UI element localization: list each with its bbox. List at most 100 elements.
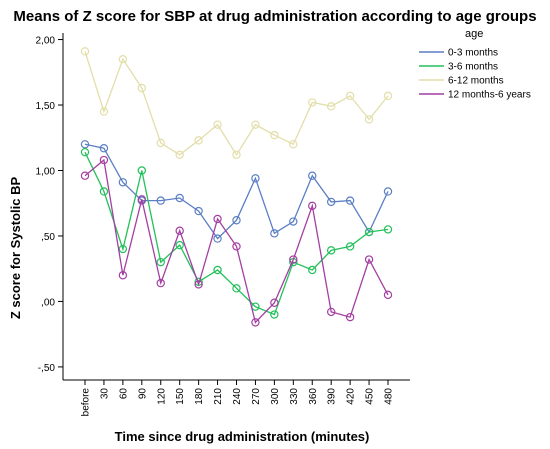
x-tick-label: before — [81, 388, 92, 417]
data-point — [383, 225, 393, 234]
data-point — [251, 120, 260, 129]
data-point — [118, 271, 128, 280]
data-point — [289, 140, 298, 149]
data-point — [383, 187, 393, 196]
data-point — [326, 246, 336, 255]
x-tick-label: 390 — [327, 388, 338, 405]
data-point — [156, 278, 165, 288]
data-point — [289, 255, 298, 264]
data-point — [270, 229, 279, 238]
data-point — [251, 318, 260, 327]
data-point — [99, 107, 109, 116]
data-point — [232, 216, 241, 225]
legend: age 0-3 months 3-6 months 6-12 months 12 mo… — [419, 28, 531, 101]
y-tick-label: 1,50 — [36, 101, 56, 112]
data-point — [137, 83, 147, 93]
data-point — [232, 242, 241, 251]
y-axis-label: Z score for Systolic BP — [8, 177, 23, 320]
data-point — [308, 265, 317, 275]
x-tick-label: 60 — [118, 388, 129, 400]
data-point — [213, 120, 222, 129]
data-point — [175, 150, 184, 159]
x-tick-label: 480 — [384, 388, 395, 405]
data-point — [156, 257, 165, 267]
legend-entry: 3-6 months — [448, 62, 498, 73]
data-point — [270, 130, 279, 140]
y-tick-label: ,50 — [41, 232, 55, 243]
series-6-12-months — [80, 47, 393, 159]
legend-entry: 12 months-6 years — [448, 90, 531, 101]
series-line — [84, 151, 389, 316]
data-point — [194, 280, 203, 289]
data-point — [175, 226, 184, 235]
x-tick-label: 210 — [213, 388, 224, 405]
data-point — [156, 138, 165, 148]
x-tick-label: 120 — [156, 388, 167, 405]
data-point — [364, 115, 374, 124]
data-point — [175, 240, 184, 250]
data-point — [345, 242, 355, 251]
data-point — [326, 307, 336, 317]
data-point — [326, 197, 336, 207]
chart-title: Means of Z score for SBP at drug adminis… — [13, 8, 536, 25]
x-tick-label: 180 — [194, 388, 205, 405]
data-point — [137, 195, 147, 204]
data-point — [308, 171, 317, 180]
data-point — [80, 171, 90, 180]
data-point — [289, 217, 298, 226]
series-3-6-months — [80, 147, 393, 319]
legend-entry: 0-3 months — [448, 48, 498, 59]
series-12-months-6-years — [80, 155, 393, 327]
data-point — [345, 196, 355, 205]
legend-title: age — [465, 28, 483, 40]
data-point — [270, 298, 279, 307]
data-point — [364, 227, 374, 237]
data-point — [383, 91, 393, 101]
legend-entry: 6-12 months — [448, 76, 504, 87]
data-point — [345, 312, 355, 322]
data-point — [383, 290, 393, 300]
data-point — [364, 255, 374, 264]
x-tick-label: 360 — [308, 388, 319, 405]
data-point — [175, 193, 184, 203]
x-tick-label: 300 — [270, 388, 281, 405]
x-tick-label: 240 — [232, 388, 243, 405]
x-tick-label: 270 — [251, 388, 262, 405]
data-point — [137, 166, 147, 175]
x-tick-label: 30 — [99, 388, 110, 400]
x-axis-label: Time since drug administration (minutes) — [115, 429, 370, 444]
data-point — [213, 234, 222, 243]
x-tick-label: 330 — [289, 388, 300, 405]
data-point — [213, 214, 222, 224]
x-tick-label: 150 — [175, 388, 186, 405]
data-point — [156, 196, 165, 205]
data-point — [80, 47, 90, 56]
axes: 2,00 1,50 1,00 ,50 ,00 -,50 before 30 60 90 120 150… — [36, 33, 410, 416]
y-tick-label: 1,00 — [36, 166, 56, 177]
data-point — [232, 284, 241, 293]
data-point — [99, 144, 109, 153]
series-line — [84, 51, 389, 157]
data-point — [99, 187, 109, 196]
data-point — [326, 102, 336, 111]
series-layer — [80, 47, 393, 327]
data-point — [194, 206, 203, 216]
y-tick-label: ,00 — [41, 297, 55, 308]
data-point — [345, 91, 355, 101]
y-tick-label: 2,00 — [36, 36, 56, 47]
data-point — [118, 178, 128, 187]
data-point — [118, 54, 128, 64]
data-point — [118, 244, 128, 254]
x-tick-label: 90 — [137, 388, 148, 400]
data-point — [308, 98, 317, 107]
x-tick-label: 420 — [346, 388, 357, 405]
data-point — [80, 140, 90, 149]
data-point — [232, 150, 241, 159]
data-point — [80, 147, 90, 157]
series-line — [84, 158, 389, 324]
data-point — [99, 155, 109, 165]
x-tick-label: 450 — [365, 388, 376, 405]
data-point — [308, 201, 317, 211]
data-point — [194, 136, 203, 145]
